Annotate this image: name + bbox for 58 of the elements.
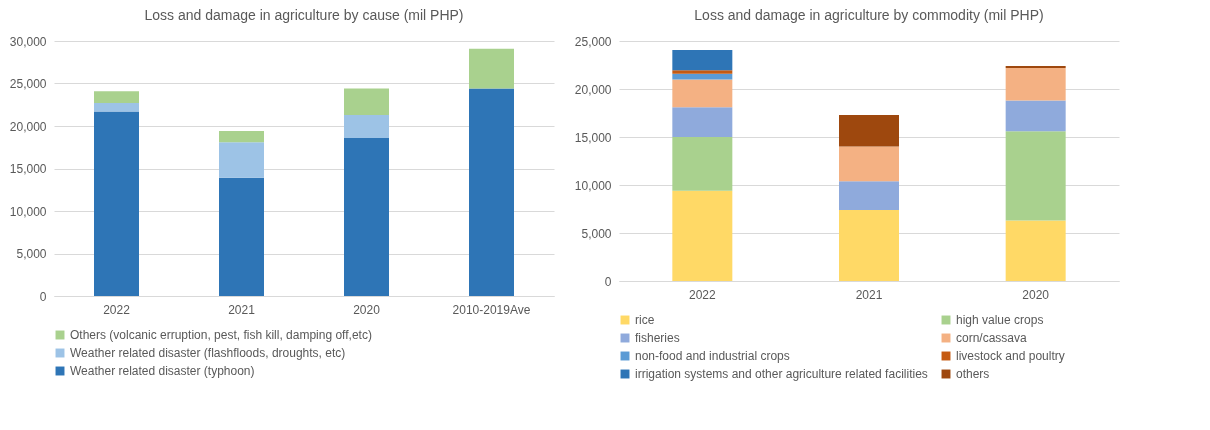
y-tick-label: 15,000	[9, 162, 47, 176]
legend-label: fisheries	[635, 331, 680, 345]
bar	[219, 177, 264, 296]
bar	[672, 50, 733, 71]
bar	[839, 114, 899, 147]
bar	[839, 181, 899, 210]
bar	[344, 137, 389, 296]
bar	[344, 88, 389, 115]
legend-label: high value crops	[956, 313, 1044, 327]
x-tick-label: 2020	[1022, 287, 1050, 302]
y-tick-label: 0	[604, 274, 612, 289]
bar	[672, 70, 733, 74]
y-tick-label: 15,000	[574, 130, 612, 145]
y-tick-label: 5,000	[581, 226, 612, 241]
bar	[344, 114, 389, 138]
y-tick-label: 0	[39, 289, 47, 304]
bar	[672, 79, 733, 108]
y-tick-label: 25,000	[574, 34, 612, 49]
bar	[219, 142, 264, 178]
x-tick-label: 2010-2019Ave	[452, 302, 531, 317]
legend-label: non-food and industrial crops	[635, 349, 790, 363]
x-tick-label: 2021	[228, 302, 256, 317]
x-tick-label: 2021	[855, 287, 883, 302]
legend-label: corn/cassava	[956, 331, 1028, 345]
chart-title: Loss and damage in agriculture by cause (mil PHP)	[144, 7, 464, 23]
bar	[1005, 100, 1066, 132]
bar	[469, 88, 514, 296]
y-tick-label: 10,000	[9, 204, 47, 219]
bar	[1005, 131, 1066, 221]
legend-label: irrigation systems and other agriculture related facilities	[635, 367, 928, 381]
x-tick-label: 2022	[688, 287, 716, 302]
x-tick-label: 2020	[353, 302, 381, 317]
bar	[219, 131, 264, 143]
bar	[469, 48, 514, 89]
legend-label: others	[956, 367, 990, 381]
bar	[839, 209, 899, 281]
bar	[94, 111, 139, 296]
chart-title: Loss and damage in agriculture by commodity (mil PHP)	[694, 7, 1044, 23]
y-tick-label: 30,000	[9, 34, 47, 49]
bar	[94, 91, 139, 104]
bar	[1005, 220, 1066, 281]
y-tick-label: 10,000	[574, 178, 612, 193]
legend-label: Weather related disaster (flashfloods, droughts, etc)	[70, 346, 346, 360]
y-tick-label: 20,000	[9, 119, 47, 134]
bar	[1005, 67, 1066, 101]
y-tick-label: 25,000	[9, 77, 47, 91]
legend-label: Others (volcanic erruption, pest, fish kill, damping off,etc)	[70, 328, 372, 342]
bar	[672, 137, 733, 191]
bar	[672, 190, 733, 281]
legend-label: rice	[635, 313, 655, 327]
legend-label: Weather related disaster (typhoon)	[70, 364, 255, 378]
y-tick-label: 5,000	[16, 247, 47, 261]
bar	[839, 146, 899, 182]
bar	[672, 107, 733, 137]
legend-label: livestock and poultry	[956, 349, 1065, 363]
bar	[94, 103, 139, 112]
y-tick-label: 20,000	[574, 82, 612, 97]
x-tick-label: 2022	[103, 302, 131, 317]
